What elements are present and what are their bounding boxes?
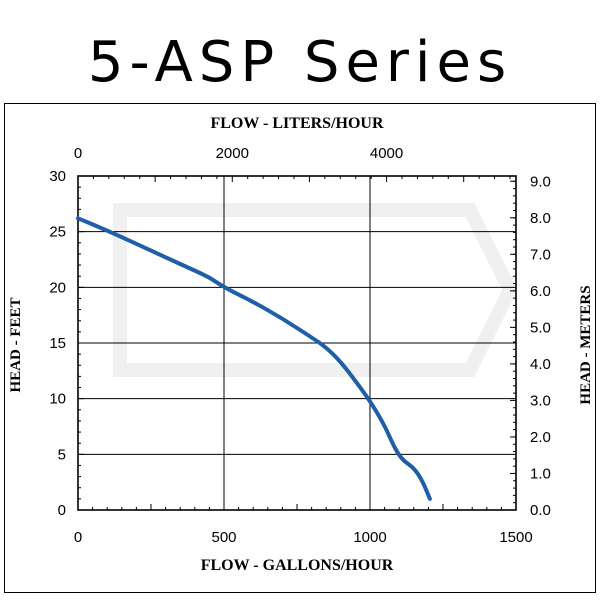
y2-tick-label: 7.0 [530, 246, 551, 263]
pump-curve-line [76, 216, 432, 501]
x2-axis-label: FLOW - LITERS/HOUR [210, 115, 384, 132]
x-tick-label: 1500 [499, 529, 532, 546]
y2-tick-label: 5.0 [530, 319, 551, 336]
y2-tick-label: 1.0 [530, 465, 551, 482]
x-tick-label: 0 [74, 529, 82, 546]
y-tick-label: 10 [49, 391, 66, 408]
y2-tick-label: 3.0 [530, 392, 551, 409]
tick-labels: 0 500 1000 1500 0 5 10 15 20 25 30 0 2000 4000 0.0 1.0 2… [49, 145, 551, 546]
y-tick-label: 15 [49, 335, 66, 352]
page-title: 5-ASP Series [87, 30, 513, 95]
y2-tick-label: 0.0 [530, 502, 551, 519]
y-tick-label: 20 [49, 279, 66, 296]
y2-tick-label: 4.0 [530, 356, 551, 373]
grid [78, 176, 516, 510]
axis-ticks [77, 175, 517, 511]
y-tick-label: 5 [58, 446, 66, 463]
x2-tick-label: 2000 [216, 145, 249, 162]
x-tick-label: 500 [211, 529, 236, 546]
y-axis-label: HEAD - FEET [8, 297, 24, 392]
x2-tick-label: 0 [74, 145, 82, 162]
y-tick-label: 25 [49, 224, 66, 241]
x-tick-label: 1000 [353, 529, 386, 546]
y2-axis-label: HEAD - METERS [578, 285, 594, 404]
x2-tick-label: 4000 [370, 145, 403, 162]
y-tick-label: 0 [58, 502, 66, 519]
series-group [76, 216, 432, 501]
y2-tick-label: 8.0 [530, 210, 551, 227]
chart-frame [4, 103, 596, 593]
y2-tick-label: 9.0 [530, 173, 551, 190]
watermark-logo [113, 203, 518, 377]
y2-tick-label: 6.0 [530, 283, 551, 300]
x-axis-label: FLOW - GALLONS/HOUR [201, 557, 394, 574]
y-tick-label: 30 [49, 168, 66, 185]
y2-tick-label: 2.0 [530, 429, 551, 446]
